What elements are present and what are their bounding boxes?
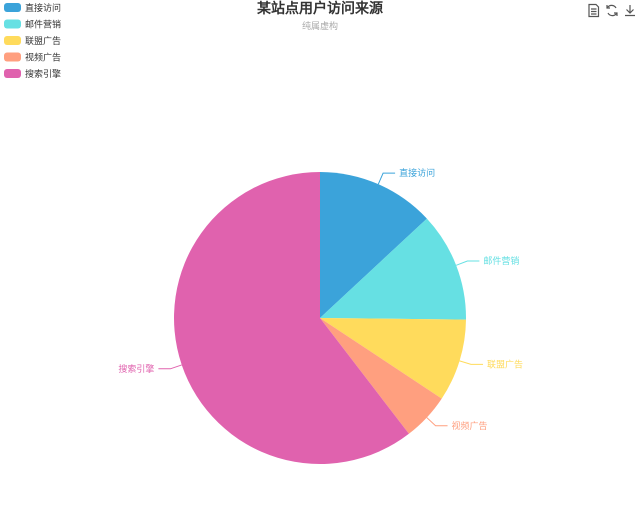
pie-slice[interactable] [320,318,466,399]
slice-label: 搜索引擎 [118,363,154,375]
legend-label: 联盟广告 [25,35,61,47]
save-image-icon[interactable] [625,5,635,17]
label-leader-line [426,417,448,427]
legend-item[interactable]: 直接访问 [4,2,61,14]
legend-item[interactable]: 视频广告 [4,52,61,64]
restore-icon[interactable] [606,4,618,17]
legend-label: 邮件营销 [25,19,61,31]
legend-swatch [4,69,21,78]
slice-label: 直接访问 [399,167,435,179]
legend-label: 视频广告 [25,52,61,64]
legend-item[interactable]: 搜索引擎 [4,68,61,80]
pie-slice[interactable] [320,318,442,434]
data-view-icon[interactable] [588,3,600,18]
legend-swatch [4,52,21,62]
legend-label: 直接访问 [25,2,61,14]
chart-subtitle: 纯属虚构 [302,20,338,32]
slice-label: 邮件营销 [483,255,519,267]
slice-label: 联盟广告 [487,358,523,370]
pie-slices [173,172,466,464]
label-leader-line [459,360,484,365]
legend-item[interactable]: 邮件营销 [4,19,61,31]
pie-slice[interactable] [173,172,409,464]
pie-slice[interactable] [320,172,427,318]
legend-swatch [4,19,21,29]
legend-label: 搜索引擎 [25,68,61,80]
legend-item[interactable]: 联盟广告 [4,35,61,47]
legend-swatch [4,3,21,12]
legend-swatch [4,36,21,45]
label-leader-line [158,364,182,370]
label-leader-line [377,172,396,185]
pie-slice[interactable] [320,218,466,320]
slice-label: 视频广告 [452,420,488,432]
chart-title: 某站点用户访问来源 [257,0,383,17]
label-leader-line [455,260,480,266]
